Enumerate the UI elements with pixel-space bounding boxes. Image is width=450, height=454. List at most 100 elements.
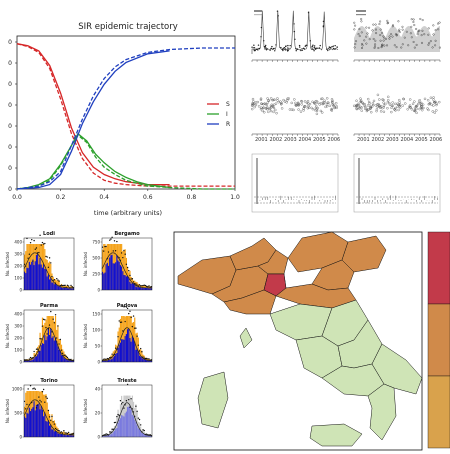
city-point: [130, 317, 131, 318]
city-bar-blue: [48, 275, 49, 290]
diag-point: [354, 29, 356, 31]
city-point: [68, 285, 69, 286]
city-panel-bergamo: BergamoNo. infected7505002500: [83, 231, 152, 293]
sir-chart-title: SIR epidemic trajectory: [78, 22, 178, 32]
diag-point: [353, 105, 355, 107]
diag-point: [273, 104, 275, 106]
city-point: [50, 420, 51, 421]
diag-point: [420, 18, 422, 20]
city-bar-blue: [36, 255, 37, 290]
city-point: [57, 279, 58, 280]
city-point: [33, 351, 34, 352]
diag-seasonal-line: [252, 11, 338, 54]
colorbar-segment: [428, 232, 450, 304]
city-point: [47, 256, 48, 257]
city-point: [48, 410, 49, 411]
diag-point: [383, 111, 385, 113]
city-point: [37, 404, 38, 405]
diag-point: [416, 112, 418, 114]
city-bar-blue: [127, 407, 128, 437]
city-point: [61, 349, 62, 350]
diag-point: [301, 103, 303, 105]
city-point: [128, 313, 129, 314]
sir-x-tick-label: 1.0: [230, 194, 240, 201]
city-y-tick-label: 200: [14, 264, 22, 269]
city-point: [128, 399, 129, 400]
diag-point: [282, 48, 283, 49]
city-bar-blue: [49, 279, 50, 290]
city-point: [109, 431, 110, 432]
city-title: Lodi: [43, 231, 55, 237]
city-bar-blue: [132, 283, 133, 290]
city-point: [144, 285, 145, 286]
diag-point: [439, 22, 441, 24]
diag-point: [252, 98, 254, 100]
diag-point: [402, 29, 404, 31]
diag-x-tick-label: 2005: [415, 137, 428, 143]
sir-x-axis-label: time (arbitrary units): [94, 209, 162, 217]
city-point: [36, 349, 37, 350]
city-point: [45, 396, 46, 397]
city-bar-blue: [138, 428, 139, 437]
city-bar-blue: [59, 287, 60, 290]
city-bar-blue: [112, 434, 113, 437]
city-bar-blue: [123, 417, 124, 437]
city-bar-blue: [51, 429, 52, 437]
city-bar-blue: [63, 357, 64, 362]
diag-point: [419, 108, 421, 110]
diag-point: [291, 102, 293, 104]
city-bar-blue: [48, 329, 49, 362]
city-bar-blue: [45, 269, 46, 290]
diag-point: [269, 49, 270, 50]
diag-point: [251, 47, 252, 48]
city-point: [132, 278, 133, 279]
city-point: [136, 411, 137, 412]
diag-point: [387, 101, 389, 103]
diag-point: [285, 49, 286, 50]
diag-point: [300, 50, 301, 51]
city-y-label: No. infected: [5, 398, 10, 423]
city-y-tick-label: 50: [95, 344, 101, 349]
diag-point: [304, 48, 305, 49]
acf-frame: [252, 154, 338, 212]
diag-point: [375, 24, 377, 26]
city-bar-blue: [39, 351, 40, 362]
city-bar-blue: [125, 275, 126, 290]
diag-point: [260, 108, 262, 110]
diag-point: [267, 48, 268, 49]
diag-point: [271, 46, 272, 47]
diag-point: [319, 47, 320, 48]
diag-point: [434, 112, 436, 114]
diag-point: [317, 102, 319, 104]
city-bar-blue: [34, 401, 35, 437]
map-colorbar: [428, 232, 450, 448]
diag-point: [432, 99, 434, 101]
sir-y-tick-label: 0: [8, 60, 12, 67]
city-bar-blue: [141, 433, 142, 437]
city-point: [138, 344, 139, 345]
city-y-tick-label: 250: [92, 272, 100, 277]
diag-point: [258, 44, 259, 45]
sir-y-tick-label: 0: [8, 81, 12, 88]
city-bar-blue: [127, 329, 128, 362]
diag-point: [380, 110, 382, 112]
city-bar-blue: [63, 435, 64, 437]
diag-point: [329, 105, 331, 107]
city-point: [63, 355, 64, 356]
city-y-tick-label: 0: [97, 360, 100, 365]
city-point: [144, 430, 145, 431]
city-bar-blue: [141, 288, 142, 290]
city-point: [30, 357, 31, 358]
city-point: [120, 400, 121, 401]
city-point: [145, 285, 146, 286]
sir-series-I-dashed: [17, 135, 235, 189]
diag-point: [392, 102, 394, 104]
diag-point: [331, 46, 332, 47]
city-bar-blue: [41, 406, 42, 437]
sir-x-tick-label: 0.6: [143, 194, 153, 201]
city-point: [52, 421, 53, 422]
city-bar-blue: [42, 343, 43, 362]
diag-point: [267, 102, 269, 104]
diag-point: [413, 24, 415, 26]
diag-point: [387, 99, 389, 101]
